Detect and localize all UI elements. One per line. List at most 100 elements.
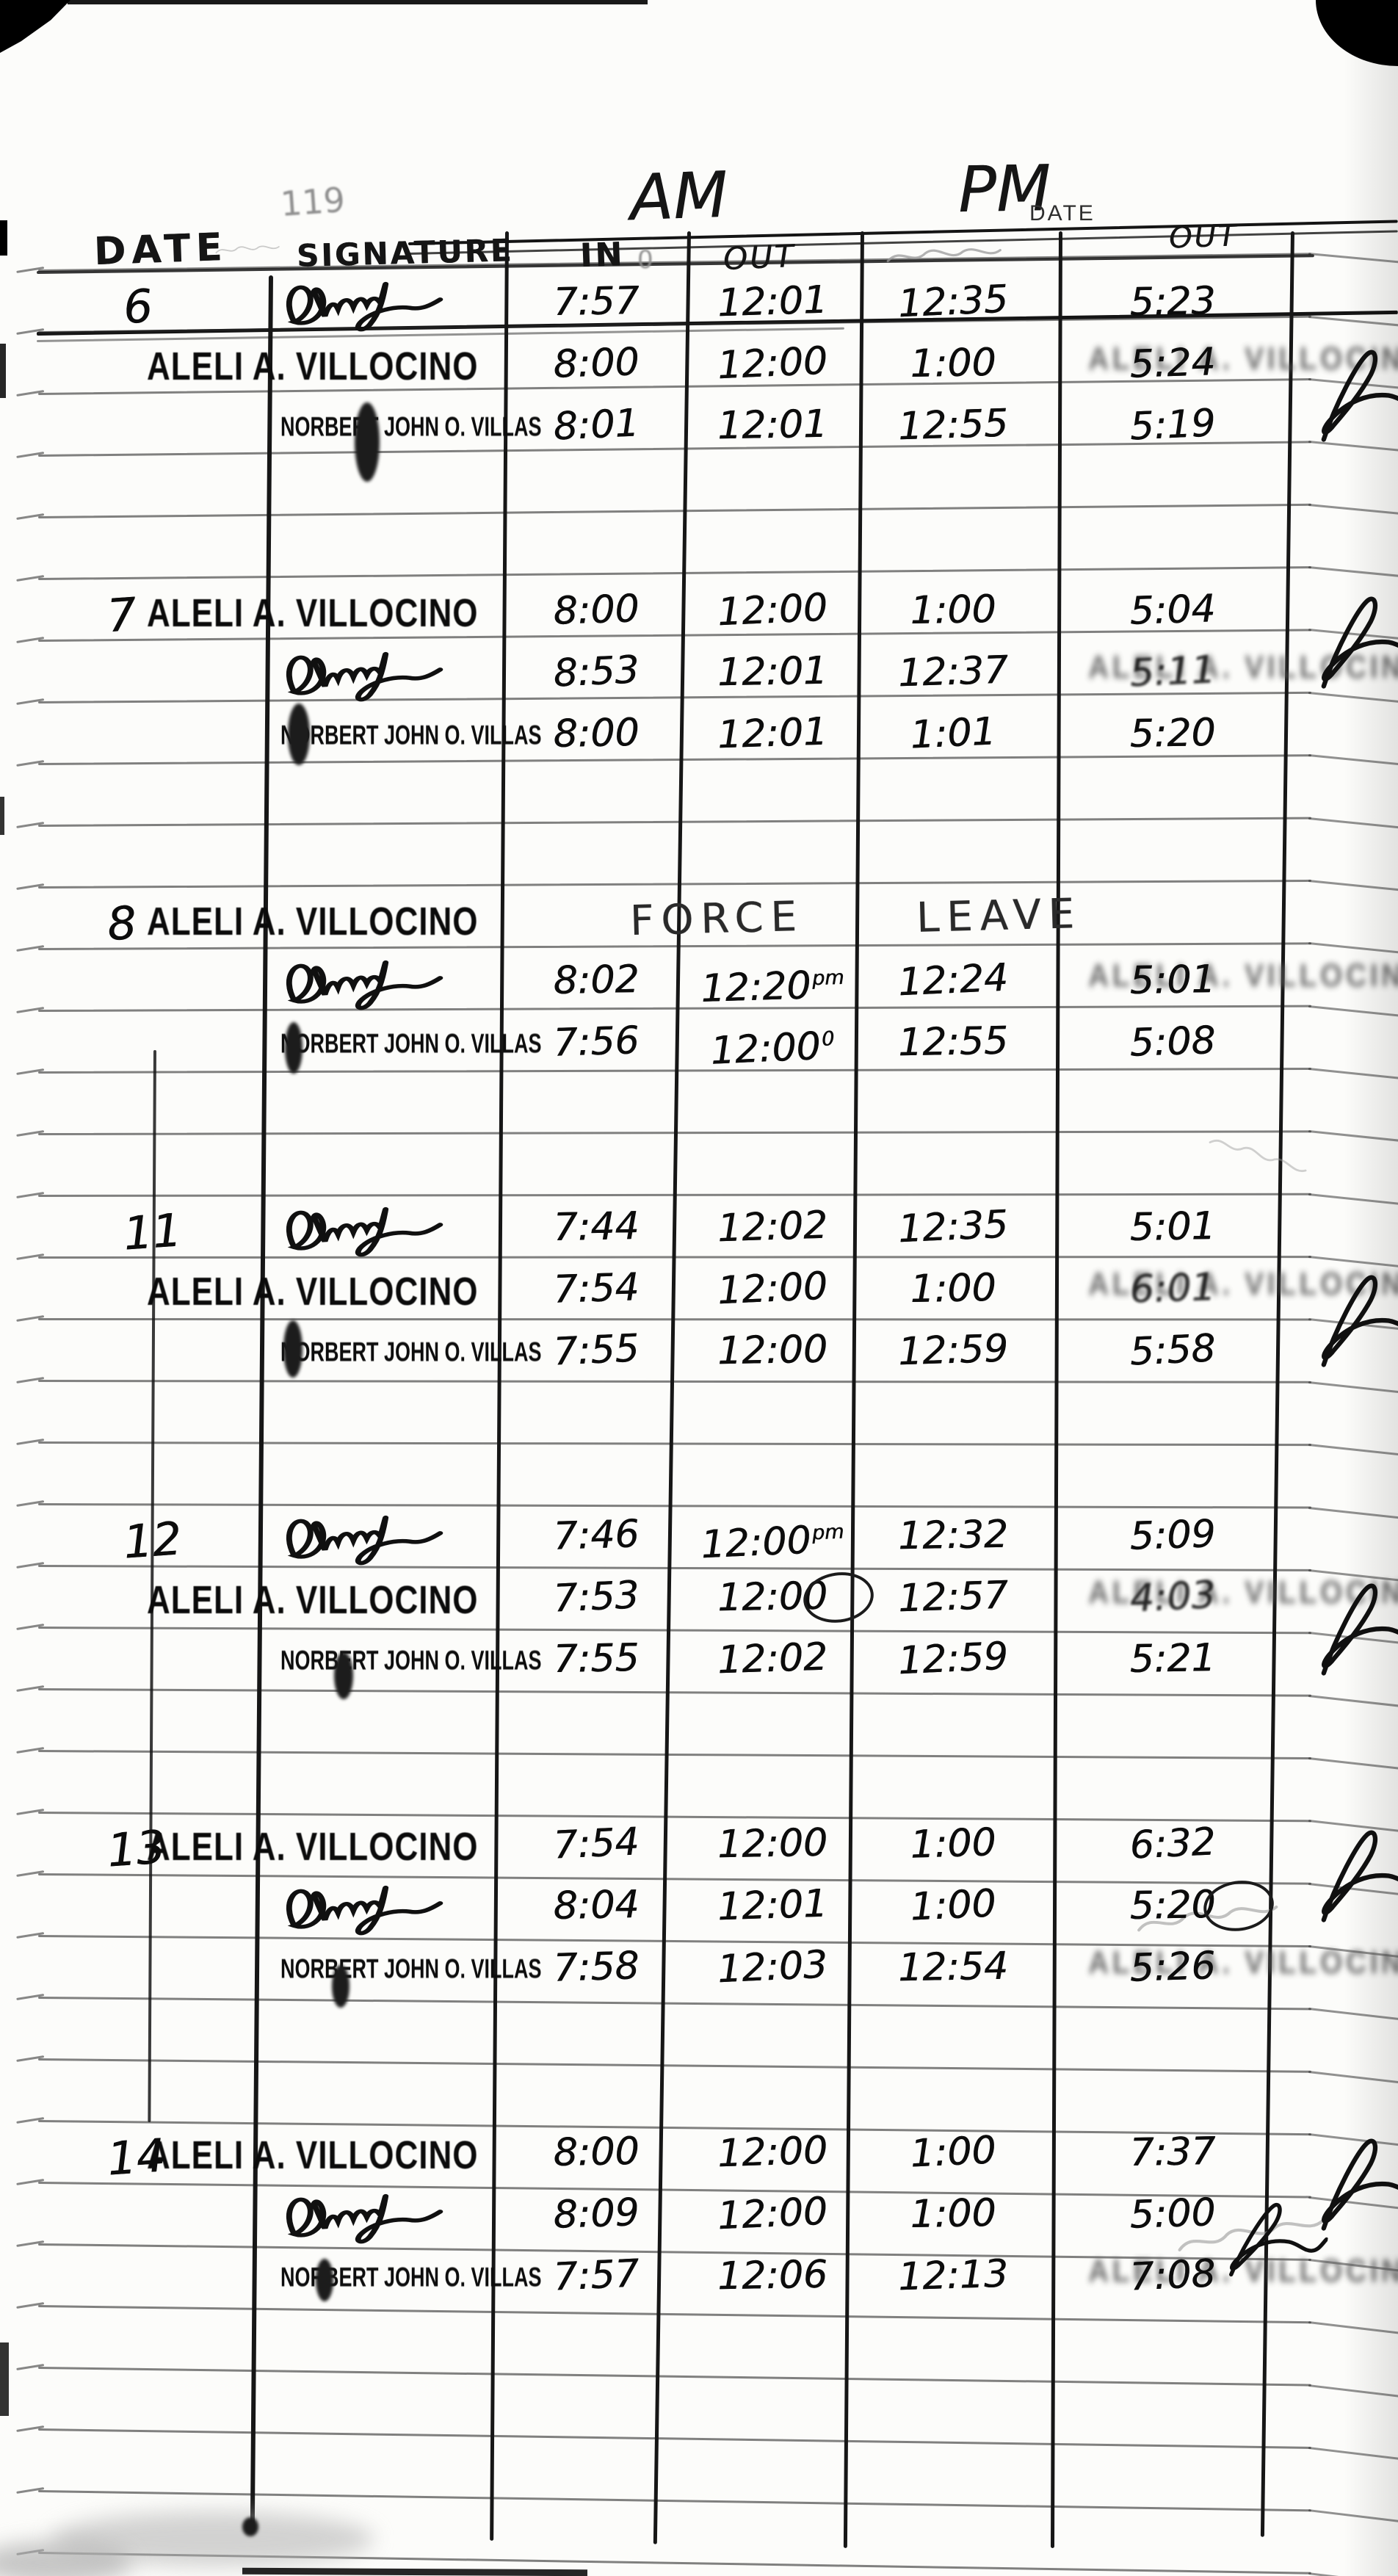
time-cell-out-pm: 5:23 <box>1069 271 1275 333</box>
time-value: 12:55 <box>897 401 1009 449</box>
log-row: ALELI A. VILLOCINO ALELI A. VILLOCINO 7:53… <box>0 1565 1398 1627</box>
time-value: 8:00 <box>553 2129 640 2176</box>
stamp-ghost-smear: ALELI A. VILLOCINO <box>1088 1266 1398 1317</box>
time-cell-in-pm: 12:54 <box>850 1936 1056 1999</box>
time-value: 12:00 <box>716 2189 829 2239</box>
force-leave-word1: FORCE <box>629 892 805 946</box>
header-printed-date-label: DATE <box>1029 201 1095 225</box>
ink-blot <box>334 1652 353 1699</box>
handwritten-signature <box>263 2174 450 2257</box>
time-cell-out-am: 12:00 <box>668 1255 876 1323</box>
time-value: 12:00 <box>716 339 829 388</box>
time-value: 7:54 <box>552 1820 640 1868</box>
time-cell-out-am: 12:01 <box>669 1873 876 1939</box>
time-value: 12:59 <box>897 1326 1009 1375</box>
time-value: 1:00 <box>910 587 996 634</box>
handwritten-signature <box>263 1187 450 1270</box>
time-cell-out-am: 12:00 <box>669 1320 875 1382</box>
time-cell-out-pm: 6:01 <box>1069 1256 1276 1322</box>
time-value: 5:11 <box>1129 648 1217 696</box>
time-value: 7:57 <box>553 278 640 325</box>
time-cell-out-pm: 5:09 <box>1069 1503 1276 1569</box>
time-value: 12:00 <box>717 2128 828 2177</box>
date-cell: 8 <box>105 895 138 952</box>
time-cell-out-pm: 5:20 <box>1069 703 1275 765</box>
time-cell-out-am: 12:00 <box>669 1813 875 1875</box>
log-row: NORBERT JOHN O. VILLAS 7:56 12:000 12:55 5:0… <box>0 1010 1398 1074</box>
scan-corner-top-right <box>1316 0 1398 66</box>
header-col-am-in: IN <box>579 235 626 275</box>
log-row: ALELI A. VILLOCINO ALELI A. VILLOCINO 8:00… <box>0 331 1398 393</box>
time-cell-in-pm: 12:32 <box>850 1505 1056 1567</box>
time-cell-in-pm: 12:59 <box>849 1625 1057 1693</box>
time-value: 1:00 <box>909 2128 997 2177</box>
time-cell-in-pm: 1:00 <box>850 1812 1057 1877</box>
ruled-line <box>37 2428 1311 2449</box>
time-value: 5:04 <box>1129 587 1217 634</box>
scan-sliver-left-3 <box>0 797 4 835</box>
log-row: NORBERT JOHN O. VILLAS 7:55 12:00 12:59 5:58 <box>0 1318 1398 1380</box>
time-cell-in-pm: 12:13 <box>850 2243 1057 2309</box>
log-row: NORBERT JOHN O. VILLAS 8:00 12:01 1:01 5:20 <box>0 701 1398 763</box>
time-value: 12:00 <box>709 1024 822 1074</box>
time-value: 7:58 <box>552 1944 640 1991</box>
time-value: 8:04 <box>553 1882 640 1929</box>
time-value: 5:21 <box>1129 1635 1216 1682</box>
time-cell-in-pm: 1:00 <box>850 2183 1056 2246</box>
time-value: 12:02 <box>717 1203 828 1251</box>
stamp-ghost-text: ALELI A. VILLOCINO <box>1088 1266 1398 1302</box>
handwritten-signature <box>263 941 450 1024</box>
time-cell-out-pm: 5:58 <box>1068 1317 1276 1385</box>
stamp-ghost-text: ALELI A. VILLOCINO <box>1088 1574 1398 1610</box>
stamp-ghost-smear: ALELI A. VILLOCINO <box>1088 1944 1398 1995</box>
ink-blot <box>332 1965 350 2008</box>
time-cell-in-pm: 1:00 <box>850 333 1056 395</box>
time-value: 5:23 <box>1129 278 1216 325</box>
time-value: 7:57 <box>552 2251 640 2300</box>
ruled-line <box>37 2490 1311 2512</box>
log-row: 7 ALELI A. VILLOCINO 8:00 12:00 1:00 5:04 <box>0 578 1398 640</box>
log-row: ALELI A. VILLOCINO 8:53 12:01 12:37 5:11 <box>0 640 1398 701</box>
time-value: 8:00 <box>552 587 640 634</box>
time-value: 12:01 <box>717 1881 828 1930</box>
time-value: 12:00 <box>700 1518 812 1568</box>
time-cell-out-am: 12:00 <box>669 2120 876 2185</box>
time-value: 7:37 <box>1129 2129 1216 2176</box>
time-value: 12:35 <box>897 1202 1010 1252</box>
time-value: 7:55 <box>553 1635 640 1682</box>
pencil-ghost-scribble <box>1203 1126 1316 1194</box>
log-row: NORBERT JOHN O. VILLAS ALELI A. VILLOCINO… <box>0 2243 1398 2305</box>
time-value: 12:01 <box>717 709 828 758</box>
time-value: 5:09 <box>1129 1512 1217 1559</box>
ruled-line <box>37 2305 1311 2324</box>
log-row: 12 7:46 12:00pm 12:32 5:09 <box>0 1503 1398 1565</box>
ruled-line <box>37 503 1311 518</box>
time-value: 1:01 <box>909 709 997 758</box>
time-value: 4:03 <box>1129 1573 1217 1621</box>
time-suffix: 0 <box>821 1027 835 1051</box>
time-cell-out-am: 12:01 <box>669 701 876 767</box>
time-value: 12:57 <box>897 1573 1009 1621</box>
stamp-ghost-smear: ALELI A. VILLOCINO <box>1088 341 1398 391</box>
log-row: 6 7:57 12:01 12:35 5:23 <box>0 269 1398 331</box>
ruled-line <box>37 1441 1311 1447</box>
time-cell-out-am: 12:03 <box>668 1933 876 2002</box>
time-value: 12:54 <box>897 1944 1009 1991</box>
time-value: 8:01 <box>552 401 640 449</box>
time-value: 12:59 <box>897 1634 1010 1684</box>
time-value: 12:20 <box>700 963 812 1012</box>
log-group: 12 7:46 12:00pm 12:32 5:09 ALELI A. VILLOCINO… <box>0 1503 1398 1688</box>
time-cell-out-pm: 5:01 <box>1069 1196 1275 1259</box>
time-value: 12:00 <box>717 1820 828 1867</box>
page-curl-shadow <box>1344 0 1398 2576</box>
pencil-ghost-number: 119 <box>279 180 347 224</box>
log-row: 8 ALELI A. VILLOCINO FORCE LEAVE <box>0 886 1398 951</box>
scan-sliver-left-1 <box>0 220 7 256</box>
log-group: 13 ALELI A. VILLOCINO 7:54 12:00 1:00 6:32 8:0… <box>0 1812 1398 1997</box>
handwritten-signature <box>263 1866 450 1949</box>
time-cell-out-pm: 6:32 <box>1068 1810 1276 1878</box>
time-value: 12:00 <box>716 585 829 635</box>
time-suffix: pm <box>811 966 844 991</box>
time-cell-out-am: 12:02 <box>669 1627 876 1692</box>
scan-strip-top-edge <box>68 0 648 4</box>
